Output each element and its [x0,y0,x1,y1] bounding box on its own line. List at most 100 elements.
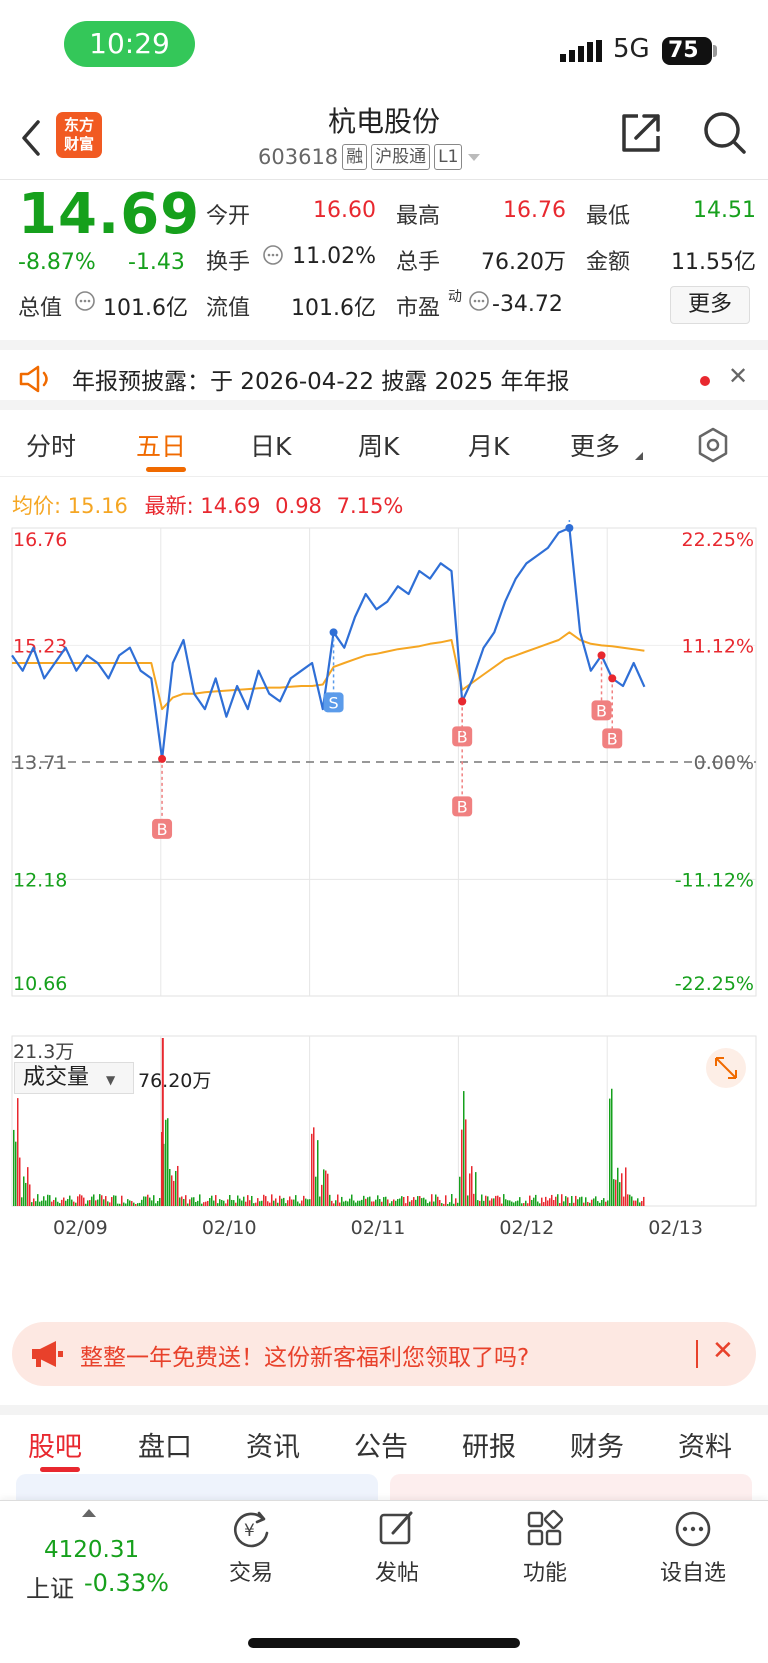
float-label: 流值 [206,296,251,321]
volume-bar [31,1202,33,1206]
volume-bar [641,1201,643,1206]
volume-bar [111,1197,113,1206]
tab-monthly-k[interactable]: 月K [468,432,510,461]
volume-bar [625,1167,627,1206]
share-icon[interactable] [618,110,664,156]
buy-signal-badge [452,796,473,817]
volume-bar [383,1197,385,1206]
tab-more[interactable]: 更多 [570,432,621,461]
tab-daily-k[interactable]: 日K [250,432,292,461]
tab-guba[interactable]: 股吧 [28,1432,82,1463]
volume-bar [573,1202,575,1206]
volume-bar [59,1203,61,1206]
tab-underline [40,1467,80,1472]
volume-bar [65,1200,67,1206]
volume-bar [531,1199,533,1206]
info-icon[interactable] [468,290,490,312]
index-change[interactable]: -0.33% [84,1569,169,1597]
volume-bar [13,1129,15,1206]
notice-text: 年报预披露：于 2026-04-22 披露 2025 年年报 [72,369,570,395]
tab-finance[interactable]: 财务 [570,1432,624,1463]
post-button[interactable]: 发帖 [342,1509,452,1587]
volume-bar [323,1169,325,1206]
tab-profile[interactable]: 资料 [678,1432,732,1463]
close-icon[interactable]: ✕ [712,1336,734,1366]
volume-bar [135,1203,137,1206]
volume-bar [455,1198,457,1206]
watchlist-button[interactable]: 设自选 [638,1509,748,1587]
tab-orderbook[interactable]: 盘口 [138,1432,192,1463]
volume-bar [473,1193,475,1206]
y-tick-label-left: 12.18 [13,869,67,891]
battery-icon: 75 [662,37,712,65]
volume-bar [581,1196,583,1206]
y-tick-label-left: 16.76 [13,529,67,551]
index-value[interactable]: 4120.31 [44,1537,140,1563]
volume-bar [509,1200,511,1206]
volume-bar [643,1196,645,1206]
index-name[interactable]: 上证 [26,1575,74,1603]
tab-intraday[interactable]: 分时 [26,432,77,461]
volume-bar [489,1200,491,1206]
volume-bar [151,1200,153,1206]
content-card-peek[interactable] [16,1474,378,1502]
notice-banner[interactable]: 年报预披露：于 2026-04-22 披露 2025 年年报 ✕ [0,340,768,410]
five-day-chart[interactable]: 16.76 22.25% 15.23 11.12% 13.71 0.00% 12.18 -11… [0,520,768,1290]
signal-letter: B [607,729,618,748]
tab-five-day[interactable]: 五日 [136,432,187,461]
back-arrow-icon[interactable] [18,118,44,158]
volume-bar [259,1201,261,1206]
volume-indicator-select[interactable]: 成交量 ▼ [14,1062,134,1094]
volume-bar [301,1200,303,1206]
volume-max-label: 21.3万 [13,1041,74,1063]
trade-button[interactable]: ¥ 交易 [196,1509,306,1587]
volume-bar [63,1197,65,1206]
promo-banner[interactable]: 整整一年免费送！这份新客福利您领取了吗? ✕ [12,1322,756,1386]
tab-announcements[interactable]: 公告 [354,1432,408,1463]
volume-bar [605,1201,607,1206]
info-icon[interactable] [74,290,96,312]
info-icon[interactable] [262,244,284,266]
search-icon[interactable] [702,110,748,156]
tab-weekly-k[interactable]: 周K [358,432,400,461]
volume-bar [529,1195,531,1206]
content-card-peek[interactable] [390,1474,752,1502]
volume-bar [113,1195,115,1206]
network-type: 5G [613,34,650,64]
volume-bar [263,1194,265,1206]
volume-bar [477,1200,479,1206]
tab-research[interactable]: 研报 [462,1432,516,1463]
more-quote-button[interactable]: 更多 [670,286,750,324]
features-button[interactable]: 功能 [490,1509,600,1587]
volume-bar [441,1203,443,1206]
volume-bar [609,1098,611,1206]
volume-bar [187,1203,189,1206]
volume-bar [233,1200,235,1206]
volume-bar [289,1196,291,1206]
volume-bar [227,1199,229,1206]
volume-bar [475,1172,477,1206]
volume-bar [385,1196,387,1206]
volume-bar [601,1200,603,1206]
volume-bar [145,1196,147,1206]
close-icon[interactable]: ✕ [728,362,749,390]
volume-bar [577,1199,579,1206]
tab-news[interactable]: 资讯 [246,1432,300,1463]
x-tick-label: 02/09 [53,1217,108,1239]
volume-bar [271,1194,273,1206]
volume-bar [235,1202,237,1206]
divider [696,1340,698,1368]
volume-bar [419,1196,421,1206]
stock-code-row[interactable]: 603618 融 沪股通 L1 [258,144,482,170]
megaphone-icon [32,1341,63,1367]
volume-bar [275,1198,277,1206]
volume-bar [229,1194,231,1206]
gear-icon[interactable] [695,427,731,463]
volume-bar [513,1202,515,1206]
volume-bar [317,1140,319,1206]
volume-bar [345,1200,347,1206]
connect-tag: 沪股通 [371,144,431,170]
amount-value: 11.55亿 [671,250,756,275]
volume-bar [189,1199,191,1206]
volume-bar [237,1195,239,1206]
